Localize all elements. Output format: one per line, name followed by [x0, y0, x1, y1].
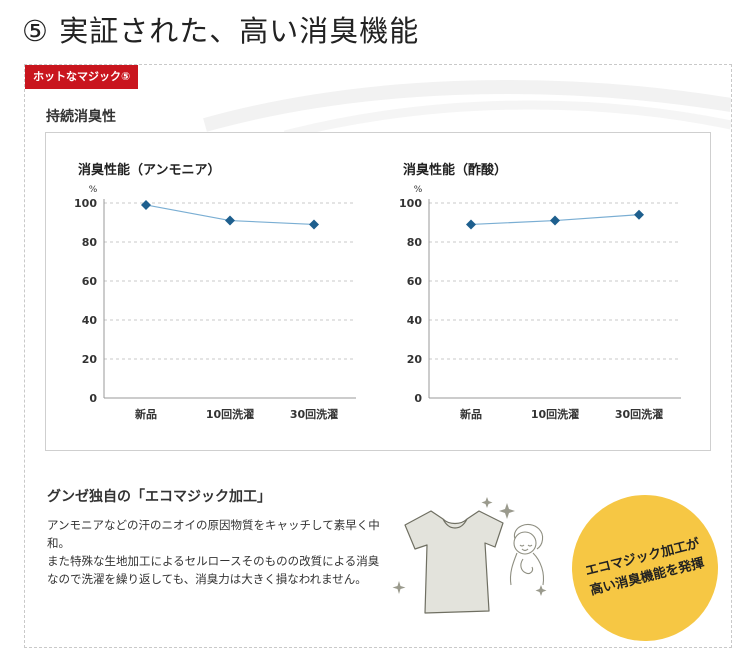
chart-1-x-tick-label: 10回洗濯: [206, 407, 254, 421]
chart-2-x-tick-label: 30回洗濯: [615, 407, 663, 421]
chart-1-unit-label: %: [89, 185, 98, 195]
chart-2-y-tick-label: 60: [407, 275, 423, 288]
chart-2-y-tick-label: 40: [407, 314, 423, 327]
callout-circle: エコマジック加工が 高い消臭機能を発揮: [556, 479, 731, 647]
chart-2-data-point: [466, 219, 476, 230]
chart-2-data-point: [550, 215, 560, 226]
chart-1-x-tick-label: 30回洗濯: [290, 407, 338, 421]
chart-frame: 消臭性能（アンモニア）% 0 20 40 60 80 100 新品 10回洗濯 30回洗濯 消臭性能…: [45, 132, 711, 451]
feature-body: アンモニアなどの汗のニオイの原因物質をキャッチして素早く中和。 また特殊な生地加…: [47, 516, 387, 588]
charts-svg: 消臭性能（アンモニア）% 0 20 40 60 80 100 新品 10回洗濯 30回洗濯 消臭性能…: [74, 162, 681, 421]
chart-1-title: 消臭性能（アンモニア）: [78, 162, 220, 178]
chart-1-y-tick-label: 0: [89, 392, 97, 405]
chart-2-y-tick-label: 20: [407, 353, 423, 366]
chart-1-x-tick-label: 新品: [135, 407, 157, 421]
chart-2-y-tick-label: 0: [414, 392, 422, 405]
feature-body-line-2: また特殊な生地加工によるセルロースそのものの改質による消臭なので洗濯を繰り返して…: [47, 554, 380, 586]
background-swoosh: [203, 80, 731, 140]
t-shirt-illustration-icon: [392, 497, 547, 614]
page-title: ⑤ 実証された、高い消臭機能: [22, 14, 420, 48]
feature-body-line-1: アンモニアなどの汗のニオイの原因物質をキャッチして素早く中和。: [47, 518, 380, 550]
chart-1-data-point: [309, 219, 319, 230]
chart-1-y-tick-label: 100: [74, 197, 97, 210]
chart-1-y-tick-label: 40: [82, 314, 98, 327]
chart-1-y-tick-label: 80: [82, 236, 98, 249]
chart-2-x-tick-label: 新品: [460, 407, 482, 421]
chart-1-data-point: [141, 199, 151, 210]
chart-1-y-tick-label: 20: [82, 353, 98, 366]
chart-2-y-tick-label: 80: [407, 236, 423, 249]
chart-2-unit-label: %: [414, 185, 423, 195]
magic-section: ホットなマジック⑤ 持続消臭性 消臭性能（アンモニア）% 0 20 40 60 80 100…: [24, 64, 732, 648]
chart-2-data-point: [634, 209, 644, 220]
magic-badge: ホットなマジック⑤: [25, 65, 139, 89]
chart-2-title: 消臭性能（酢酸）: [403, 162, 507, 178]
chart-1-data-point: [225, 215, 235, 226]
chart-2-y-tick-label: 100: [399, 197, 422, 210]
sub-heading: 持続消臭性: [46, 109, 116, 125]
chart-2-x-tick-label: 10回洗濯: [531, 407, 579, 421]
feature-heading: グンゼ独自の「エコマジック加工」: [47, 489, 271, 505]
chart-1-y-tick-label: 60: [82, 275, 98, 288]
